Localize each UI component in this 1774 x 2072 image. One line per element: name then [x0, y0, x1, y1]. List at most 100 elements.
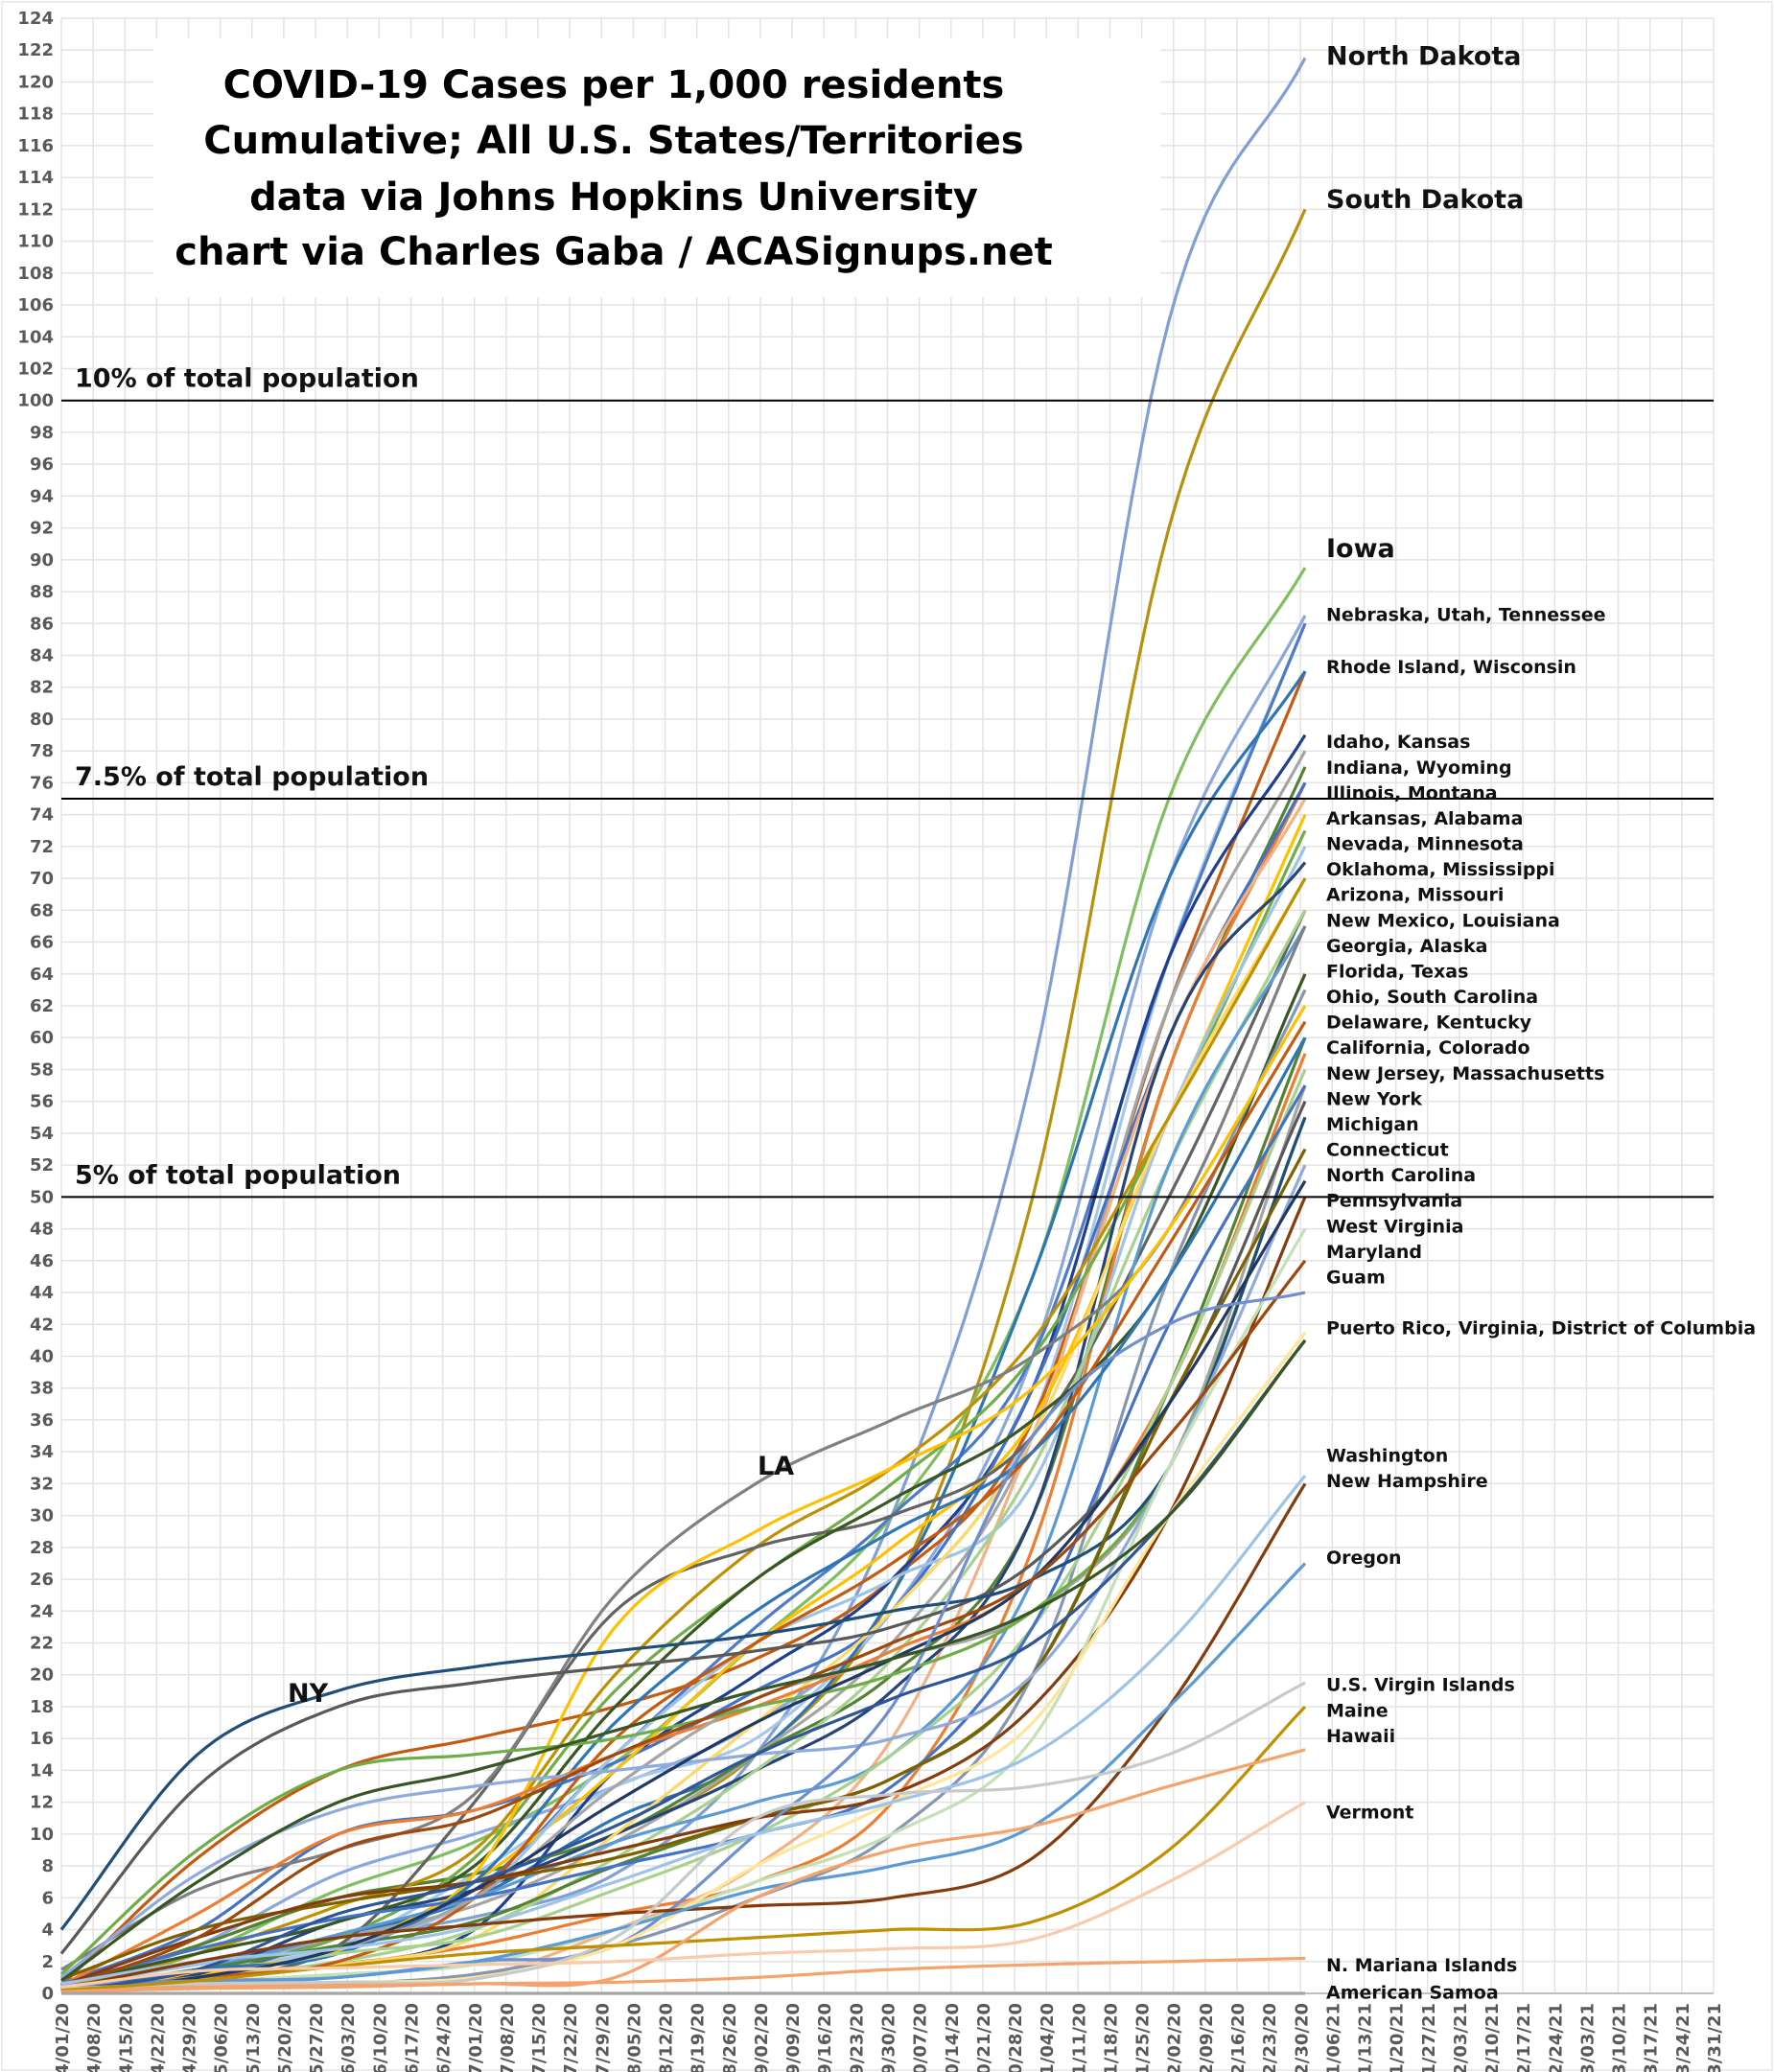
series-line	[60, 973, 1307, 1988]
series-line	[60, 615, 1307, 1993]
series-line	[60, 1339, 1307, 1982]
y-tick-label: 2	[41, 1952, 54, 1972]
series-end-label: Washington	[1326, 1445, 1448, 1466]
x-tick-label: 12/02/20	[1165, 2003, 1185, 2072]
y-tick-label: 76	[30, 773, 54, 793]
series-line	[60, 1681, 1306, 1991]
series-end-label: Rhode Island, Wisconsin	[1326, 657, 1576, 678]
x-tick-label: 10/14/20	[943, 2003, 963, 2072]
series-end-label: New Jersey, Massachusetts	[1326, 1063, 1604, 1084]
x-tick-label: 04/08/20	[84, 2003, 105, 2072]
series-end-label: Hawaii	[1326, 1726, 1395, 1747]
y-tick-label: 106	[17, 295, 54, 315]
series-line	[59, 1101, 1307, 1955]
y-tick-label: 84	[30, 646, 54, 666]
series-end-label: Vermont	[1326, 1803, 1413, 1824]
x-tick-label: 09/30/20	[879, 2003, 899, 2072]
y-tick-label: 56	[30, 1092, 54, 1112]
series-end-label: Guam	[1326, 1267, 1386, 1288]
x-tick-label: 09/23/20	[847, 2003, 867, 2072]
x-tick-label: 05/06/20	[212, 2003, 232, 2072]
reference-line-label: 5% of total population	[75, 1160, 401, 1190]
x-tick-label: 02/10/21	[1482, 2003, 1503, 2072]
x-tick-label: 02/03/21	[1451, 2003, 1471, 2072]
y-tick-label: 98	[30, 423, 54, 443]
y-tick-label: 96	[30, 454, 54, 475]
y-tick-label: 40	[30, 1346, 54, 1366]
series-end-label: New Mexico, Louisiana	[1326, 910, 1560, 931]
y-tick-label: 36	[30, 1410, 54, 1431]
x-tick-label: 08/19/20	[689, 2003, 709, 2072]
series-end-label: West Virginia	[1326, 1216, 1463, 1237]
x-tick-label: 03/24/21	[1673, 2003, 1693, 2072]
x-tick-label: 09/16/20	[815, 2003, 835, 2072]
series-line	[60, 1475, 1307, 1986]
x-tick-label: 09/09/20	[783, 2003, 804, 2072]
y-tick-label: 74	[30, 805, 54, 826]
y-tick-label: 64	[30, 965, 54, 985]
series-end-label: U.S. Virgin Islands	[1326, 1675, 1515, 1696]
x-tick-label: 10/07/20	[911, 2003, 931, 2072]
x-tick-label: 02/24/21	[1546, 2003, 1566, 2072]
x-tick-label: 05/13/20	[244, 2003, 264, 2072]
series-end-label: Georgia, Alaska	[1326, 936, 1487, 957]
y-tick-label: 90	[30, 550, 54, 570]
x-tick-label: 04/29/20	[180, 2003, 200, 2072]
series-end-label: Pennsylvania	[1326, 1191, 1462, 1212]
x-tick-label: 07/22/20	[561, 2003, 581, 2072]
x-tick-label: 11/11/20	[1069, 2003, 1089, 2072]
series-end-label: Florida, Texas	[1326, 961, 1468, 982]
x-tick-label: 08/05/20	[624, 2003, 644, 2072]
x-tick-label: 10/28/20	[1006, 2003, 1026, 2072]
y-tick-label: 118	[17, 105, 54, 125]
annotation-ny: NY	[288, 1679, 329, 1709]
y-tick-label: 124	[17, 9, 54, 29]
series-end-label: Nebraska, Utah, Tennessee	[1326, 604, 1606, 625]
series-end-label: Oklahoma, Mississippi	[1326, 859, 1555, 880]
y-tick-label: 114	[17, 168, 54, 188]
y-tick-label: 100	[17, 391, 54, 411]
series-end-label: American Samoa	[1326, 1982, 1499, 2003]
series-end-label: N. Mariana Islands	[1326, 1955, 1517, 1976]
y-tick-label: 78	[30, 741, 54, 761]
x-tick-label: 11/04/20	[1038, 2003, 1058, 2072]
x-tick-label: 01/13/21	[1356, 2003, 1376, 2072]
series-end-label: Indiana, Wyoming	[1326, 757, 1512, 779]
y-tick-label: 122	[17, 40, 54, 60]
y-tick-label: 72	[30, 837, 54, 857]
x-tick-label: 03/31/21	[1705, 2003, 1725, 2072]
series-line	[60, 57, 1307, 1992]
series-end-label: Ohio, South Carolina	[1326, 987, 1538, 1008]
series-line	[60, 1562, 1307, 1992]
reference-line-label: 7.5% of total population	[75, 762, 429, 792]
y-tick-label: 24	[30, 1601, 54, 1621]
series-end-label: North Carolina	[1326, 1165, 1476, 1186]
series-end-label: Oregon	[1326, 1548, 1402, 1569]
y-tick-label: 12	[30, 1793, 54, 1813]
y-tick-label: 48	[30, 1220, 54, 1240]
y-tick-label: 92	[30, 519, 54, 539]
y-tick-label: 14	[30, 1760, 54, 1781]
reference-lines: 10% of total population 7.5% of total pop…	[61, 364, 1714, 1199]
series-end-label: Puerto Rico, Virginia, District of Colum…	[1326, 1318, 1756, 1339]
chart-title: COVID-19 Cases per 1,000 residents Cumul…	[175, 63, 1052, 274]
x-tick-label: 06/10/20	[370, 2003, 390, 2072]
x-tick-label: 03/10/21	[1610, 2003, 1630, 2072]
x-tick-label: 12/09/20	[1197, 2003, 1217, 2072]
series-line	[60, 909, 1307, 1992]
title-line: COVID-19 Cases per 1,000 residents	[223, 63, 1005, 107]
series-line	[59, 1116, 1307, 1931]
x-tick-label: 04/22/20	[148, 2003, 168, 2072]
y-tick-label: 20	[30, 1665, 54, 1686]
series-line	[60, 925, 1307, 1992]
series-end-label: Connecticut	[1326, 1140, 1449, 1161]
series-end-label: North Dakota	[1326, 42, 1522, 72]
series-end-label: Arkansas, Alabama	[1326, 808, 1523, 829]
y-tick-label: 6	[41, 1888, 54, 1908]
y-tick-label: 28	[30, 1538, 54, 1558]
y-tick-label: 88	[30, 582, 54, 602]
y-tick-label: 70	[30, 869, 54, 889]
x-tick-label: 12/30/20	[1292, 2003, 1312, 2072]
